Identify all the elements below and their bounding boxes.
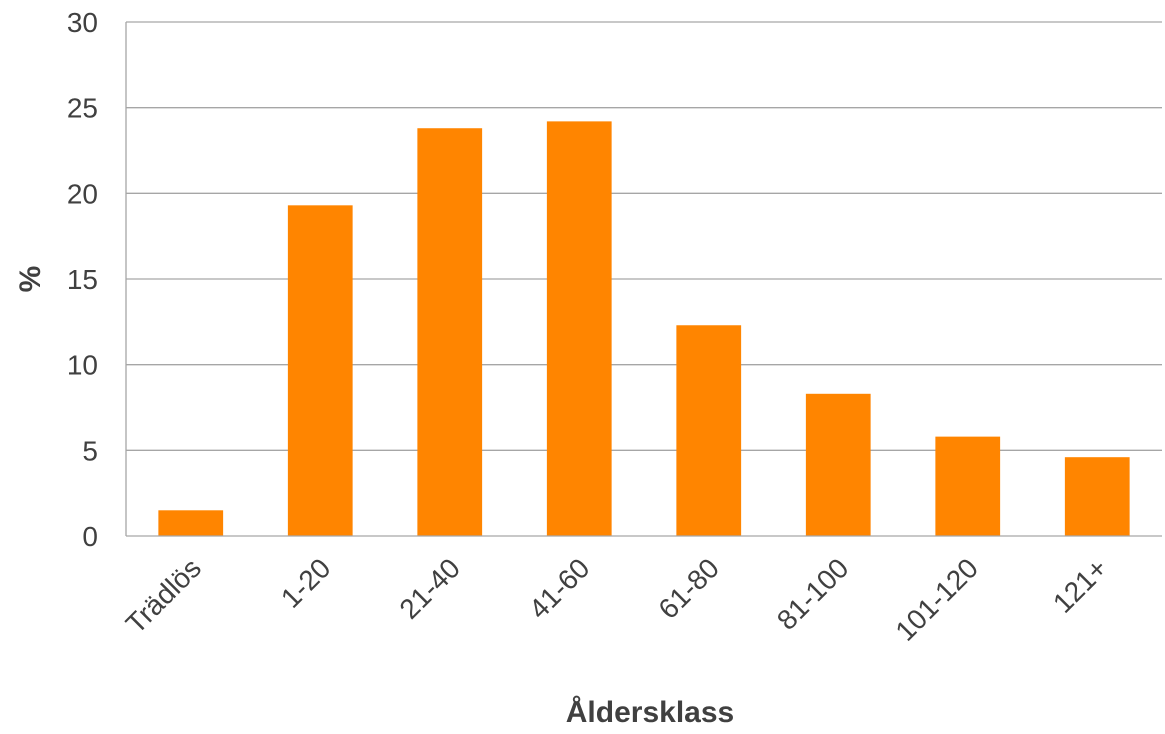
y-tick-label: 15: [67, 264, 98, 295]
x-axis-ticks: Trädlös 1-20 21-40 41-60 61-80 81-100 101-120 1…: [120, 552, 1114, 647]
bar-81-100: [805, 393, 871, 536]
y-tick-label: 0: [82, 521, 98, 552]
x-tick-label: 21-40: [393, 552, 466, 625]
y-tick-label: 10: [67, 350, 98, 381]
bar-41-60: [546, 121, 612, 536]
x-tick-label: 81-100: [771, 552, 855, 636]
bar-Trädlös: [158, 510, 224, 536]
x-tick-label: 1-20: [275, 552, 337, 614]
x-tick-label: 41-60: [523, 552, 596, 625]
bar-101-120: [935, 436, 1001, 536]
y-axis-title: %: [14, 266, 47, 293]
bars: [158, 121, 1130, 536]
y-tick-label: 30: [67, 7, 98, 38]
x-tick-label: 101-120: [889, 552, 984, 647]
bar-121+: [1064, 457, 1130, 536]
y-axis-ticks: 0 5 10 15 20 25 30: [67, 7, 98, 552]
gridlines: [126, 21, 1162, 451]
bar-61-80: [676, 325, 742, 536]
y-tick-label: 25: [67, 93, 98, 124]
bar-1-20: [287, 205, 353, 536]
x-tick-label: Trädlös: [120, 552, 207, 639]
x-axis-title: Åldersklass: [566, 696, 734, 729]
y-tick-label: 5: [82, 435, 98, 466]
y-tick-label: 20: [67, 178, 98, 209]
x-tick-label: 121+: [1047, 552, 1114, 619]
x-tick-label: 61-80: [652, 552, 725, 625]
bar-21-40: [417, 128, 483, 536]
